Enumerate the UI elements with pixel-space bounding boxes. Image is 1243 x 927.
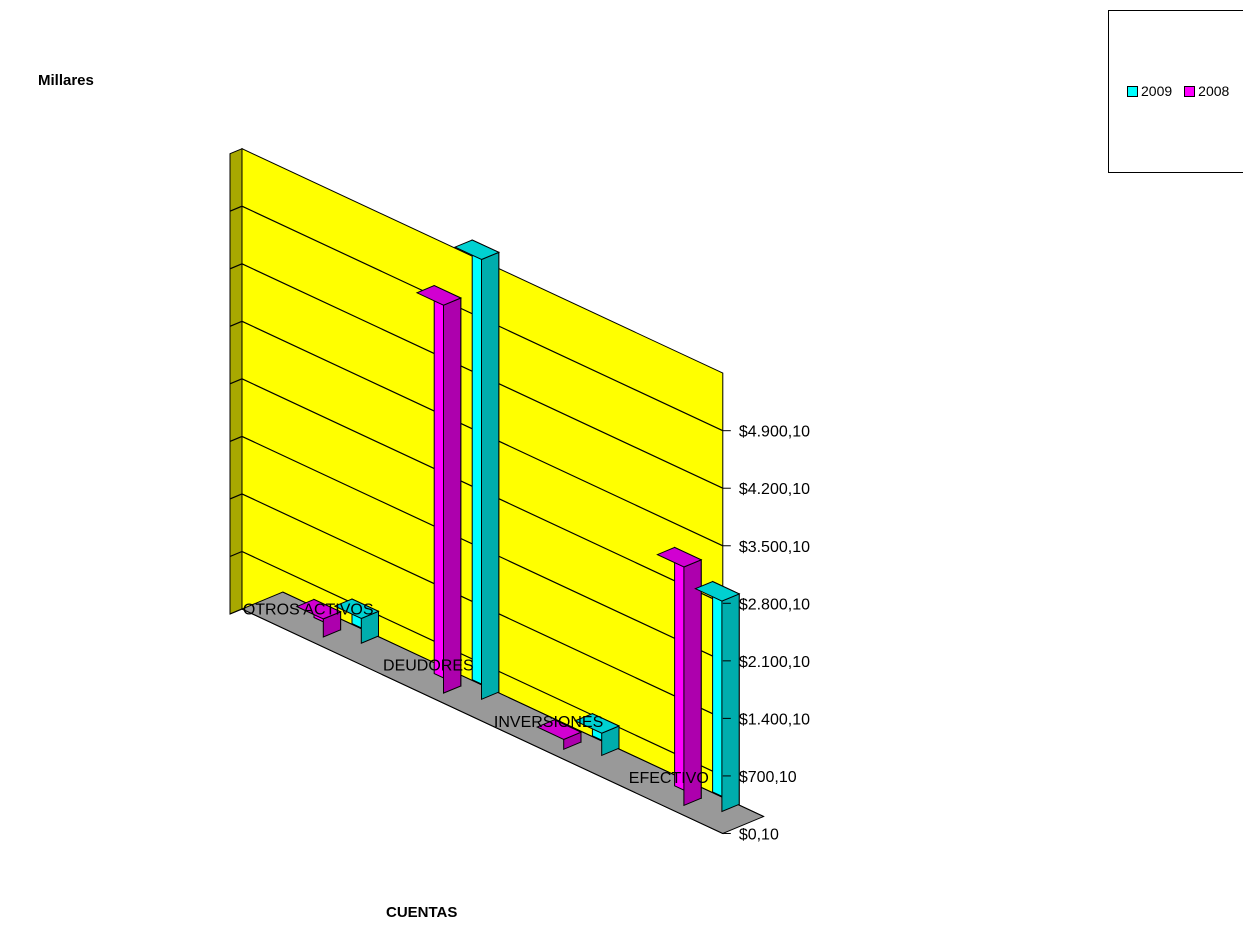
y-tick-label: $2.800,10 bbox=[739, 596, 810, 613]
y-tick-label: $3.500,10 bbox=[739, 539, 810, 556]
legend-item-2008: 2008 bbox=[1184, 83, 1229, 99]
bar-2009-efectivo-side bbox=[721, 593, 740, 813]
y-tick-label: $2.100,10 bbox=[739, 654, 810, 671]
x-axis-title: CUENTAS bbox=[386, 904, 458, 921]
bar-2009-otros-activos-top bbox=[333, 598, 380, 620]
chart-legend: 2009 2008 bbox=[1108, 10, 1243, 173]
gridline bbox=[229, 550, 724, 777]
bar-2008-inversiones-top bbox=[535, 719, 583, 740]
y-tick-label: $4.900,10 bbox=[739, 424, 810, 441]
category-label: OTROS ACTIVOS bbox=[243, 602, 374, 619]
bar-2009-deudores-top bbox=[453, 239, 501, 261]
category-label: EFECTIVO bbox=[629, 770, 709, 787]
legend-label-2008: 2008 bbox=[1198, 83, 1230, 99]
category-label: DEUDORES bbox=[383, 658, 474, 675]
y-axis-title: Millares bbox=[38, 72, 94, 89]
bar-2008-efectivo-top bbox=[656, 546, 703, 568]
bar-2009-deudores-side bbox=[481, 251, 500, 701]
gridline bbox=[229, 378, 724, 604]
chart-bars bbox=[295, 239, 741, 813]
gridline bbox=[229, 263, 724, 489]
gridline bbox=[229, 493, 724, 719]
y-tick-label: $1.400,10 bbox=[739, 711, 810, 728]
category-label: INVERSIONES bbox=[494, 714, 603, 731]
gridline bbox=[229, 205, 724, 432]
chart-category-labels: OTROS ACTIVOS DEUDORES INVERSIONES EFECTIVO bbox=[243, 602, 709, 787]
bar-2008-deudores-top bbox=[415, 285, 463, 306]
gridline bbox=[229, 320, 724, 547]
bar-2008-efectivo-side bbox=[683, 559, 702, 807]
bar-2009-efectivo-top bbox=[694, 580, 741, 602]
legend-item-2009: 2009 bbox=[1127, 83, 1172, 99]
bar-2008-otros-activos-top bbox=[295, 598, 342, 620]
legend-swatch-2009 bbox=[1127, 85, 1138, 97]
bar-2008-deudores-side bbox=[443, 297, 462, 694]
legend-swatch-2008 bbox=[1184, 85, 1196, 97]
y-tick-label: $4.200,10 bbox=[739, 481, 810, 498]
legend-label-2009: 2009 bbox=[1141, 83, 1173, 99]
bar-2009-inversiones-top bbox=[573, 713, 621, 734]
y-tick-label: $0,10 bbox=[739, 826, 779, 843]
gridline bbox=[229, 435, 724, 662]
y-tick-label: $700,10 bbox=[739, 769, 797, 786]
chart-y-ticks: $0,10 $700,10 $1.400,10 $2.100,10 $2.800,10 $… bbox=[722, 424, 810, 843]
